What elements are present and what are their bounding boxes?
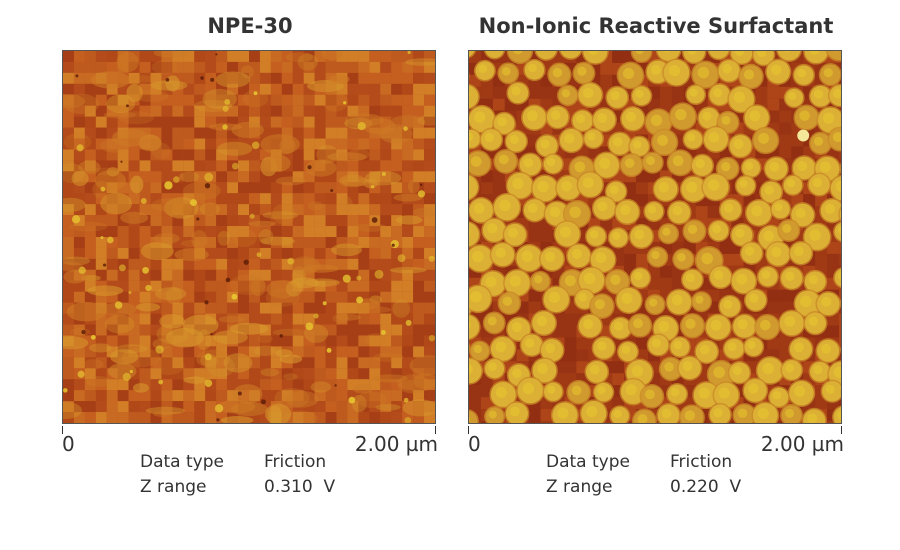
axis-end-label: 2.00 µm bbox=[354, 432, 438, 456]
panel-title: Non-Ionic Reactive Surfactant bbox=[478, 14, 834, 38]
panel-reactive-surfactant: Non-Ionic Reactive Surfactant 0 2.00 µm … bbox=[466, 0, 846, 520]
z-range-value: 0.310 V bbox=[264, 477, 336, 497]
axis-tick-start bbox=[468, 426, 469, 434]
axis-tick-end bbox=[435, 426, 436, 434]
axis-start-label: 0 bbox=[468, 432, 481, 456]
axis-end-label: 2.00 µm bbox=[760, 432, 844, 456]
afm-image-npe30 bbox=[62, 50, 436, 424]
data-type-value: Friction bbox=[670, 452, 733, 472]
afm-friction-map bbox=[63, 51, 435, 423]
afm-image-reactive-surfactant bbox=[468, 50, 842, 424]
data-type-value: Friction bbox=[264, 452, 327, 472]
panel-npe30: NPE-30 0 2.00 µm Data type Friction Z ra… bbox=[60, 0, 440, 520]
panel-title: NPE-30 bbox=[207, 14, 293, 38]
axis-tick-end bbox=[841, 426, 842, 434]
z-range-label: Z range bbox=[546, 477, 613, 497]
data-type-label: Data type bbox=[546, 452, 630, 472]
data-type-label: Data type bbox=[140, 452, 224, 472]
afm-friction-map bbox=[469, 51, 841, 423]
axis-tick-start bbox=[62, 426, 63, 434]
z-range-label: Z range bbox=[140, 477, 207, 497]
z-range-value: 0.220 V bbox=[670, 477, 742, 497]
axis-start-label: 0 bbox=[62, 432, 75, 456]
